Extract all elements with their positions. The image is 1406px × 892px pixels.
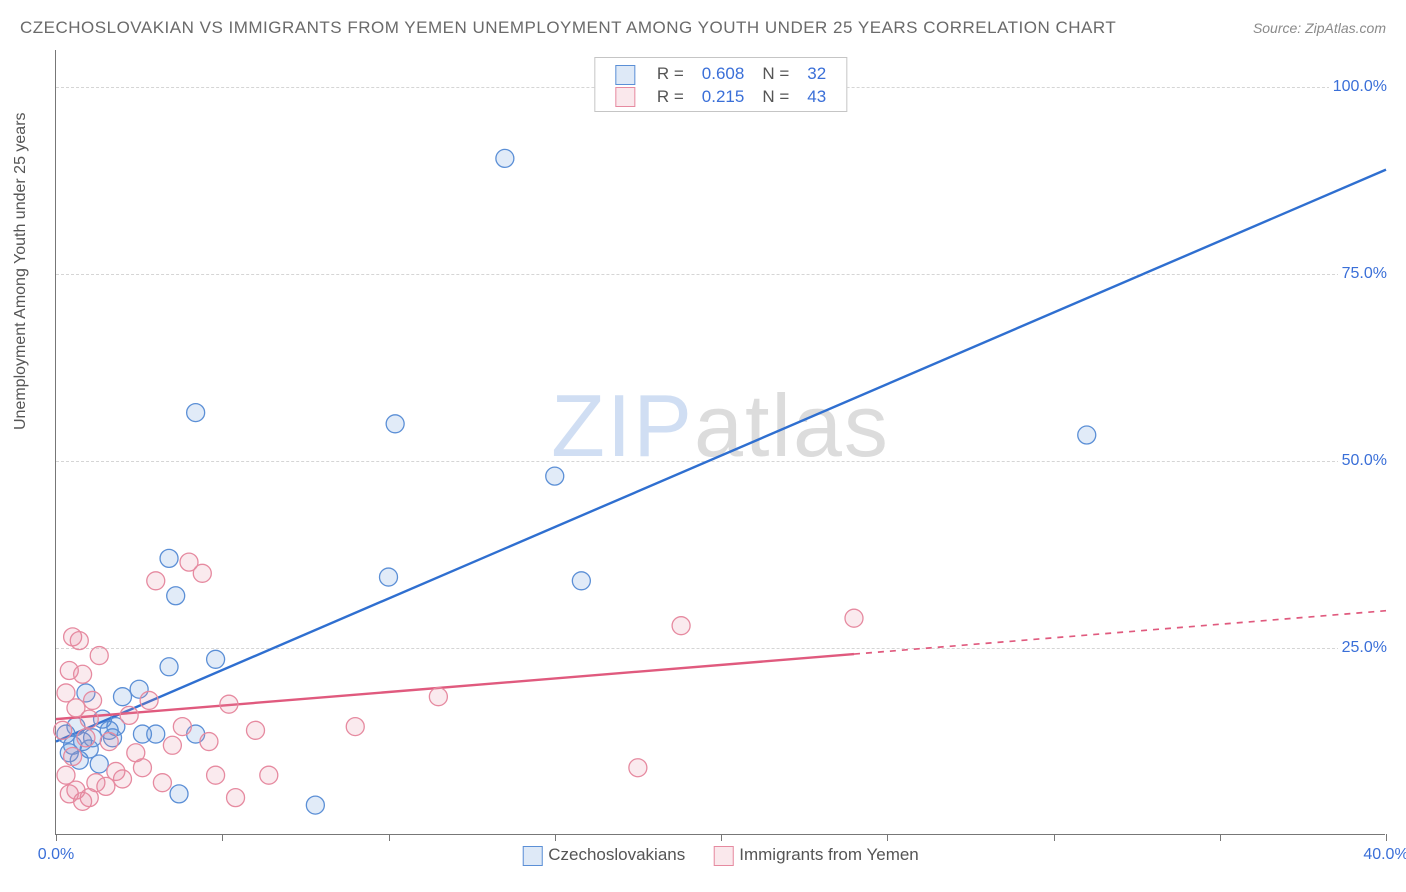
scatter-point bbox=[160, 549, 178, 567]
scatter-point bbox=[429, 688, 447, 706]
x-tick-label: 40.0% bbox=[1363, 846, 1406, 864]
legend-n-label: N = bbox=[754, 64, 797, 85]
correlation-legend: R =0.608N =32R =0.215N =43 bbox=[594, 57, 847, 112]
scatter-point bbox=[207, 766, 225, 784]
trend-line-dashed bbox=[854, 611, 1386, 654]
legend-series-name: Czechoslovakians bbox=[548, 845, 685, 864]
trend-line bbox=[56, 170, 1386, 742]
scatter-point bbox=[207, 650, 225, 668]
legend-swatch bbox=[522, 846, 542, 866]
scatter-point bbox=[80, 710, 98, 728]
scatter-point bbox=[1078, 426, 1096, 444]
legend-swatch bbox=[713, 846, 733, 866]
x-tick bbox=[721, 834, 722, 841]
x-tick bbox=[887, 834, 888, 841]
scatter-point bbox=[546, 467, 564, 485]
x-tick bbox=[1220, 834, 1221, 841]
legend-n-label: N = bbox=[754, 87, 797, 108]
scatter-point bbox=[845, 609, 863, 627]
scatter-point bbox=[193, 564, 211, 582]
source-label: Source: ZipAtlas.com bbox=[1253, 20, 1386, 36]
scatter-point bbox=[386, 415, 404, 433]
scatter-point bbox=[187, 404, 205, 422]
scatter-point bbox=[346, 718, 364, 736]
scatter-point bbox=[74, 665, 92, 683]
series-legend: Czechoslovakians Immigrants from Yemen bbox=[522, 845, 919, 866]
scatter-point bbox=[120, 706, 138, 724]
scatter-point bbox=[672, 617, 690, 635]
x-tick bbox=[1054, 834, 1055, 841]
scatter-point bbox=[173, 718, 191, 736]
scatter-point bbox=[64, 748, 82, 766]
scatter-point bbox=[147, 725, 165, 743]
legend-series-name: Immigrants from Yemen bbox=[739, 845, 919, 864]
legend-r-label: R = bbox=[649, 87, 692, 108]
plot-area: ZIPatlas 25.0%50.0%75.0%100.0% R =0.608N… bbox=[55, 50, 1385, 835]
legend-r-value: 0.608 bbox=[694, 64, 753, 85]
scatter-point bbox=[380, 568, 398, 586]
chart-title: CZECHOSLOVAKIAN VS IMMIGRANTS FROM YEMEN… bbox=[20, 18, 1116, 38]
scatter-point bbox=[114, 688, 132, 706]
x-tick bbox=[222, 834, 223, 841]
scatter-point bbox=[572, 572, 590, 590]
legend-n-value: 32 bbox=[799, 64, 834, 85]
scatter-point bbox=[147, 572, 165, 590]
scatter-point bbox=[100, 733, 118, 751]
scatter-point bbox=[160, 658, 178, 676]
scatter-point bbox=[70, 632, 88, 650]
scatter-point bbox=[306, 796, 324, 814]
scatter-point bbox=[90, 647, 108, 665]
scatter-point bbox=[220, 695, 238, 713]
legend-item: Immigrants from Yemen bbox=[713, 845, 919, 866]
scatter-point bbox=[167, 587, 185, 605]
scatter-point bbox=[629, 759, 647, 777]
x-tick bbox=[555, 834, 556, 841]
scatter-point bbox=[90, 755, 108, 773]
scatter-point bbox=[260, 766, 278, 784]
scatter-point bbox=[153, 774, 171, 792]
x-tick bbox=[1386, 834, 1387, 841]
scatter-point bbox=[496, 149, 514, 167]
legend-r-value: 0.215 bbox=[694, 87, 753, 108]
x-tick-label: 0.0% bbox=[38, 846, 74, 864]
legend-row: R =0.608N =32 bbox=[607, 64, 834, 85]
x-tick bbox=[56, 834, 57, 841]
scatter-point bbox=[200, 733, 218, 751]
legend-n-value: 43 bbox=[799, 87, 834, 108]
legend-item: Czechoslovakians bbox=[522, 845, 685, 866]
legend-row: R =0.215N =43 bbox=[607, 87, 834, 108]
scatter-svg bbox=[56, 50, 1385, 834]
legend-r-label: R = bbox=[649, 64, 692, 85]
scatter-point bbox=[170, 785, 188, 803]
scatter-point bbox=[114, 770, 132, 788]
legend-swatch bbox=[615, 87, 635, 107]
legend-swatch bbox=[615, 65, 635, 85]
x-tick bbox=[389, 834, 390, 841]
scatter-point bbox=[163, 736, 181, 754]
scatter-point bbox=[77, 729, 95, 747]
scatter-point bbox=[140, 691, 158, 709]
scatter-point bbox=[247, 721, 265, 739]
y-axis-label: Unemployment Among Youth under 25 years bbox=[12, 112, 30, 430]
scatter-point bbox=[133, 759, 151, 777]
scatter-point bbox=[54, 721, 72, 739]
scatter-point bbox=[227, 789, 245, 807]
scatter-point bbox=[84, 691, 102, 709]
